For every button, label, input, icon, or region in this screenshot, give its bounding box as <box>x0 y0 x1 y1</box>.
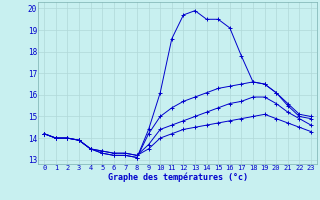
X-axis label: Graphe des températures (°c): Graphe des températures (°c) <box>108 173 248 182</box>
